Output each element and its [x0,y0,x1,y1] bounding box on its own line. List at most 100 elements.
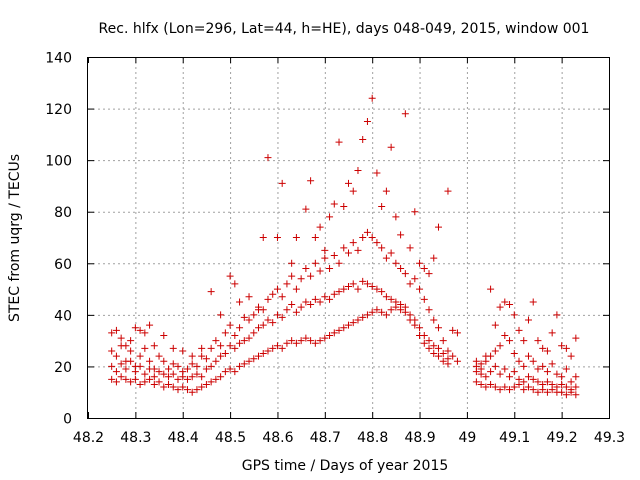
data-point [430,342,438,350]
data-point [359,136,367,144]
data-point [236,298,244,306]
data-point [434,324,442,332]
data-point [401,308,409,316]
data-point [487,285,495,293]
data-point [112,326,120,334]
data-point [345,179,352,187]
data-point [245,293,253,301]
data-point [349,319,357,327]
data-point [430,254,438,262]
data-point [250,355,258,363]
data-point [534,365,542,373]
data-point [416,331,424,339]
data-point [420,295,428,303]
data-point [202,365,210,373]
data-point [131,324,139,332]
data-point [510,368,518,376]
data-point [108,329,116,337]
data-point [307,177,315,185]
data-point [406,280,414,288]
data-point [259,234,267,241]
data-point [311,339,319,347]
data-point [434,223,442,231]
data-point [302,205,310,213]
data-point [321,293,329,301]
data-point [316,298,324,306]
data-point [397,264,405,272]
data-point [226,365,234,373]
x-tick-label: 48.4 [168,430,199,446]
data-point [572,334,580,342]
data-point [472,368,480,376]
data-point [434,344,442,352]
data-point [112,368,120,376]
data-point [217,373,225,381]
data-point [193,386,201,394]
data-point [245,357,253,365]
data-point [529,298,537,306]
data-point [382,254,390,262]
data-point [146,365,154,373]
data-point [217,342,225,350]
data-point [340,244,348,252]
data-point [212,375,220,383]
data-point [382,311,390,319]
data-point [373,285,381,293]
x-tick-label: 48.6 [262,430,293,446]
data-point [501,365,509,373]
data-point [506,337,514,345]
data-point [221,350,229,358]
data-point [112,352,120,360]
data-point [491,362,499,370]
data-point [326,213,334,221]
data-point [397,231,405,239]
data-point [155,378,163,386]
data-point [259,350,267,358]
data-point [382,187,390,195]
data-point [482,357,490,365]
data-point [472,378,480,386]
data-point [453,329,461,337]
data-point [226,342,234,350]
data-point [562,391,570,399]
y-tick-label: 20 [54,360,72,376]
data-point [520,362,528,370]
data-point [207,362,215,370]
data-point [444,347,452,355]
data-point [506,373,514,381]
data-point [373,306,381,314]
data-point [292,339,300,347]
x-tick-label: 49.2 [547,430,578,446]
data-point [250,329,258,337]
data-point [231,331,239,339]
data-point [534,337,542,345]
data-point [259,306,267,314]
data-point [273,342,281,350]
data-point [345,321,352,329]
data-point [183,386,191,394]
data-point [302,264,310,272]
data-point [411,208,419,216]
data-point [231,280,239,288]
data-point [278,313,286,321]
grid [88,57,609,418]
data-point [269,319,277,327]
data-point [127,357,135,365]
data-point [520,378,528,386]
data-point [553,370,561,378]
data-point [449,352,457,360]
data-point [425,270,433,278]
data-point [349,187,357,195]
data-point [349,280,357,288]
data-point [430,316,438,324]
data-point [136,380,144,388]
data-point [416,285,424,293]
data-point [387,306,395,314]
data-point [477,380,485,388]
x-tick-label: 48.2 [73,430,104,446]
data-point [363,280,371,288]
data-point [487,380,495,388]
data-point [127,337,135,345]
data-point [221,368,229,376]
